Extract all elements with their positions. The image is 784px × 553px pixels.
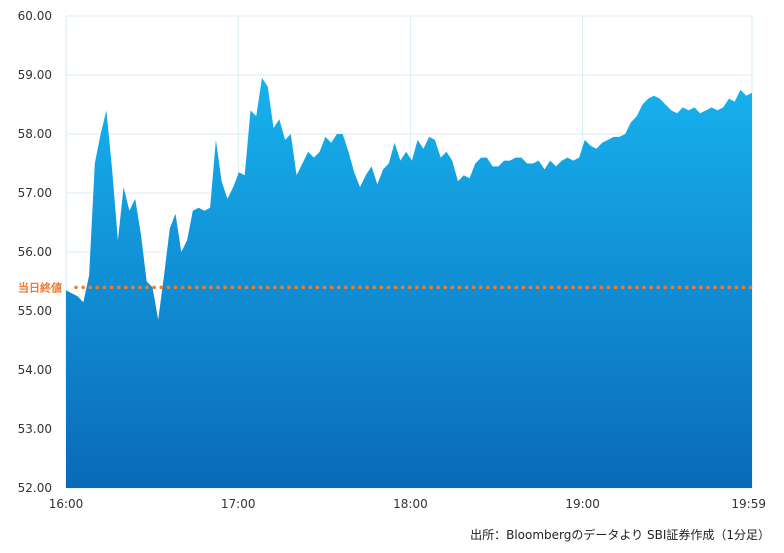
- y-tick-label: 58.00: [18, 127, 52, 141]
- y-tick-label: 59.00: [18, 68, 52, 82]
- source-note: 出所：Bloombergのデータより SBI証券作成（1分足）: [470, 528, 770, 542]
- y-tick-label: 52.00: [18, 481, 52, 495]
- x-tick-label: 19:00: [565, 497, 600, 511]
- y-tick-label: 60.00: [18, 9, 52, 23]
- reference-line-label: 当日終値: [18, 280, 62, 294]
- y-tick-label: 53.00: [18, 422, 52, 436]
- x-tick-label: 19:59: [731, 497, 766, 511]
- y-tick-label: 55.00: [18, 304, 52, 318]
- y-axis-ticks: 52.00 53.00 54.00 55.00 56.00 57.00 58.00 59.00…: [18, 9, 52, 495]
- y-tick-label: 56.00: [18, 245, 52, 259]
- y-tick-label: 54.00: [18, 363, 52, 377]
- price-area: [66, 77, 752, 489]
- x-tick-label: 17:00: [221, 497, 256, 511]
- x-tick-label: 16:00: [49, 497, 84, 511]
- y-tick-label: 57.00: [18, 186, 52, 200]
- x-axis-ticks: 16:00 17:00 18:00 19:00 19:59: [49, 497, 766, 511]
- x-tick-label: 18:00: [393, 497, 428, 511]
